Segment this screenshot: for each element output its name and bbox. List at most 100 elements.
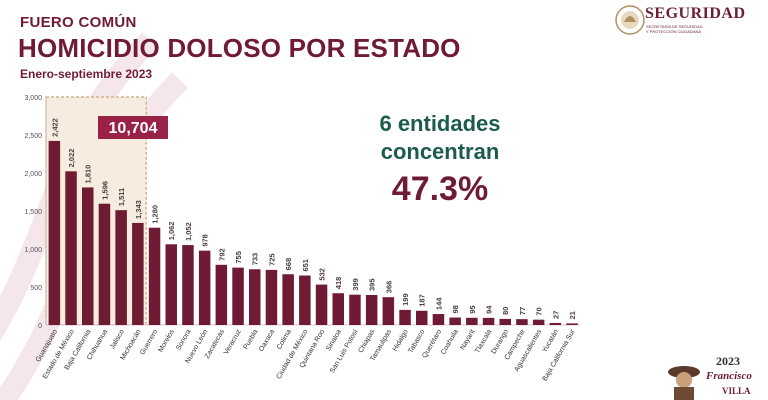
bar — [315, 284, 328, 325]
value-label: 792 — [217, 248, 226, 261]
category-label: Sonora — [175, 328, 192, 351]
y-tick-label: 2,000 — [24, 171, 42, 178]
bar — [532, 319, 545, 325]
bar — [566, 323, 578, 325]
y-tick-label: 1,500 — [24, 209, 42, 216]
value-label: 651 — [301, 259, 310, 272]
bar — [382, 297, 395, 325]
bar — [332, 293, 344, 325]
headline-line-1: 6 entidades — [379, 111, 501, 136]
bar — [249, 269, 261, 325]
page-title: HOMICIDIO DOLOSO POR ESTADO — [18, 33, 461, 63]
y-tick-label: 3,000 — [24, 95, 42, 102]
category-label: Coahuila — [440, 328, 460, 356]
eagle-seal-icon — [615, 5, 645, 35]
category-label: Jalisco — [109, 328, 126, 350]
value-label: 733 — [251, 253, 260, 266]
category-label: Puebla — [243, 328, 260, 350]
value-label: 95 — [468, 305, 477, 313]
value-label: 418 — [334, 277, 343, 290]
badge-year: 2023 — [716, 354, 740, 368]
category-label: Oaxaca — [258, 328, 276, 352]
value-label: 725 — [267, 253, 276, 266]
report-kicker: FUERO COMÚN — [20, 14, 137, 31]
logo-subtitle: SECRETARÍA DE SEGURIDAD Y PROTECCIÓN CIU… — [646, 24, 703, 34]
bar — [466, 317, 478, 325]
value-label: 366 — [384, 281, 393, 294]
seguridad-logo — [615, 5, 645, 35]
value-label: 144 — [434, 297, 443, 310]
badge-name: Francisco — [706, 370, 752, 382]
category-label: Nayarit — [459, 328, 476, 351]
bar — [165, 244, 177, 325]
value-label: 2,022 — [67, 149, 76, 168]
bar — [182, 245, 194, 325]
category-label: Morelos — [157, 328, 176, 353]
category-label: Sinaloa — [325, 328, 343, 352]
bar — [482, 317, 495, 325]
logo-wordmark: SEGURIDAD — [645, 5, 746, 22]
headline-percent: 47.3% — [391, 170, 489, 208]
value-label: 399 — [351, 278, 360, 291]
value-label: 668 — [284, 258, 293, 271]
value-label: 2,422 — [50, 118, 59, 137]
bar — [365, 294, 378, 325]
y-tick-label: 1,000 — [24, 247, 42, 254]
bar — [82, 187, 94, 325]
portrait-icon — [668, 366, 700, 400]
value-label: 187 — [418, 294, 427, 307]
value-label: 199 — [401, 293, 410, 306]
y-tick-label: 2,500 — [24, 133, 42, 140]
bar — [265, 269, 278, 325]
value-label: 532 — [318, 268, 327, 281]
badge-surname: VILLA — [722, 386, 751, 396]
category-label: Baja California Sur — [542, 328, 578, 383]
total-badge-value: 10,704 — [109, 120, 158, 137]
bar — [499, 318, 511, 325]
value-label: 395 — [368, 278, 377, 291]
y-tick-label: 0 — [38, 323, 42, 330]
category-label: Colima — [276, 328, 293, 350]
value-label: 80 — [501, 307, 510, 315]
category-label: Hidalgo — [392, 328, 410, 352]
value-label: 1,343 — [134, 200, 143, 219]
period-subtitle: Enero-septiembre 2023 — [20, 67, 153, 81]
value-label: 98 — [451, 305, 460, 313]
y-tick-label: 500 — [30, 285, 42, 292]
bar — [549, 322, 562, 325]
value-label: 1,810 — [84, 165, 93, 184]
value-label: 94 — [485, 305, 494, 314]
bar — [148, 227, 161, 325]
total-badge — [98, 116, 168, 139]
headline-text: 6 entidades concentran — [320, 110, 560, 166]
bar — [282, 274, 294, 325]
bar — [416, 310, 428, 325]
value-label: 1,511 — [117, 188, 126, 206]
value-label: 1,052 — [184, 222, 193, 241]
bar — [399, 309, 411, 325]
value-label: 978 — [201, 234, 210, 247]
value-label: 21 — [568, 311, 577, 319]
value-label: 27 — [551, 311, 560, 319]
value-label: 1,062 — [167, 222, 176, 241]
bar — [198, 250, 211, 325]
value-label: 755 — [234, 251, 243, 264]
value-label: 1,596 — [100, 181, 109, 200]
bar — [65, 171, 77, 325]
value-label: 1,280 — [151, 205, 160, 224]
value-label: 77 — [518, 307, 527, 315]
bar — [349, 294, 361, 325]
bar — [132, 222, 144, 325]
bar — [449, 317, 461, 325]
bar — [215, 264, 228, 325]
bar — [432, 314, 445, 325]
headline-line-2: concentran — [380, 139, 500, 164]
bar — [232, 267, 244, 325]
francisco-villa-badge — [668, 366, 700, 400]
bar — [516, 319, 528, 325]
bar — [299, 275, 311, 325]
bar — [48, 140, 61, 325]
bar — [98, 203, 111, 325]
bar — [115, 210, 127, 325]
